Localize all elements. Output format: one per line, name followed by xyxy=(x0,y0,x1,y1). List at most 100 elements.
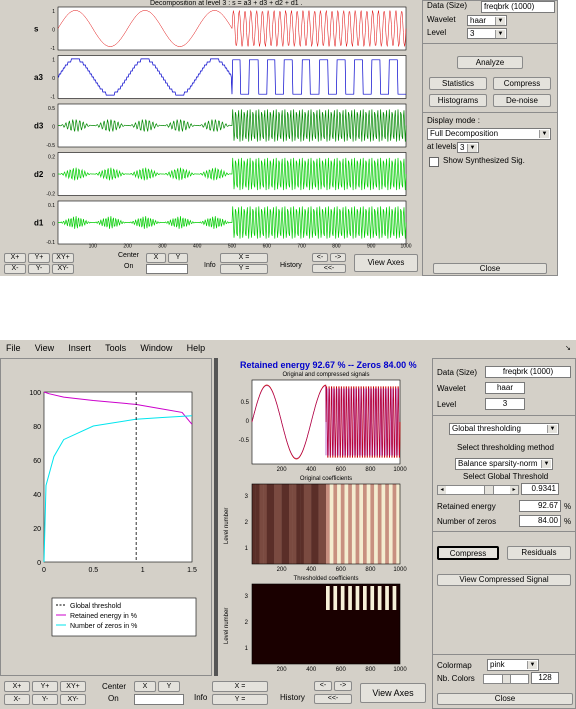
xy-minus-button[interactable]: XY- xyxy=(60,694,86,705)
x-tick-label: 600 xyxy=(336,467,347,473)
x-tick-label: 800 xyxy=(332,244,341,250)
coef-cell xyxy=(333,484,338,564)
x-tick-label: 200 xyxy=(277,567,288,573)
x-tick-label: 100 xyxy=(89,244,98,250)
info-y-field: Y = xyxy=(212,694,268,705)
history-rewind-button[interactable]: <<- xyxy=(312,264,346,273)
row-label: d2 xyxy=(34,170,44,179)
menu-file[interactable]: File xyxy=(6,343,21,353)
history-forward-button[interactable]: -> xyxy=(334,681,352,691)
y-tick-label: 40 xyxy=(33,492,41,499)
close-button[interactable]: Close xyxy=(437,693,573,705)
coef-cell xyxy=(388,484,393,564)
center-on-field[interactable] xyxy=(134,694,184,705)
center-y-button[interactable]: Y xyxy=(158,681,180,692)
wavelet-label: Wavelet xyxy=(427,15,456,24)
splitter[interactable] xyxy=(214,358,218,676)
level-tick-label: 1 xyxy=(245,646,249,652)
histograms-button[interactable]: Histograms xyxy=(429,94,487,107)
top-toolbar: X+ Y+ XY+ X- Y- XY- Center On X Y Info X… xyxy=(0,250,422,276)
statistics-button[interactable]: Statistics xyxy=(429,77,487,90)
chevron-down-icon: ▼ xyxy=(539,130,549,138)
compress-button[interactable]: Compress xyxy=(493,77,551,90)
x-minus-button[interactable]: X- xyxy=(4,694,30,705)
history-back-button[interactable]: <- xyxy=(314,681,332,691)
menu-corner-arrow-icon: ↘ xyxy=(565,345,571,352)
denoise-button[interactable]: De-noise xyxy=(493,94,551,107)
y-tick-label: 0.2 xyxy=(48,155,55,161)
colormap-dropdown[interactable]: pink ▼ xyxy=(487,659,539,671)
coef-cell xyxy=(311,484,316,564)
history-rewind-button[interactable]: <<- xyxy=(314,694,352,704)
x-plus-button[interactable]: X+ xyxy=(4,681,30,692)
threshold-input[interactable]: 0.9341 xyxy=(521,483,559,495)
display-mode-dropdown[interactable]: Full Decomposition ▼ xyxy=(427,128,551,140)
chevron-down-icon: ▼ xyxy=(541,460,551,468)
at-levels-label: at levels xyxy=(427,142,457,151)
retained-energy-label: Retained energy xyxy=(437,502,496,511)
row-label: d3 xyxy=(34,122,44,131)
x-tick-label: 1000 xyxy=(393,567,407,573)
level-dropdown[interactable]: 3 ▼ xyxy=(467,28,507,39)
center-x-button[interactable]: X xyxy=(146,253,166,263)
bottom-right-panel: Data (Size) freqbrk (1000) Wavelet haar … xyxy=(432,358,576,709)
menu-insert[interactable]: Insert xyxy=(68,343,91,353)
show-synth-checkbox[interactable] xyxy=(429,157,439,167)
wavelet-label: Wavelet xyxy=(437,384,466,393)
view-compressed-signal-button[interactable]: View Compressed Signal xyxy=(437,574,571,586)
y-tick-label: -1 xyxy=(51,46,56,52)
center-y-button[interactable]: Y xyxy=(168,253,188,263)
threshold-type-dropdown[interactable]: Global thresholding ▼ xyxy=(449,423,559,435)
y-minus-button[interactable]: Y- xyxy=(32,694,58,705)
series-line xyxy=(43,415,193,563)
x-minus-button[interactable]: X- xyxy=(4,264,26,274)
slider-left-arrow-icon[interactable]: ◂ xyxy=(438,486,446,494)
y-minus-button[interactable]: Y- xyxy=(28,264,50,274)
view-axes-button[interactable]: View Axes xyxy=(354,254,418,272)
compress-button[interactable]: Compress xyxy=(437,546,499,560)
menu-help[interactable]: Help xyxy=(186,343,206,353)
x-plus-button[interactable]: X+ xyxy=(4,253,26,263)
nb-colors-field[interactable]: 128 xyxy=(531,672,559,684)
xy-plus-button[interactable]: XY+ xyxy=(52,253,74,263)
menu-tools[interactable]: Tools xyxy=(105,343,127,353)
coef-cell xyxy=(370,484,375,564)
history-back-button[interactable]: <- xyxy=(312,253,328,262)
x-tick-label: 600 xyxy=(336,567,347,573)
at-levels-dropdown[interactable]: 3 ▼ xyxy=(457,142,479,153)
coef-cell xyxy=(337,484,341,564)
nb-colors-slider[interactable] xyxy=(483,674,529,684)
wavelet-dropdown[interactable]: haar ▼ xyxy=(467,15,507,26)
y-tick-label: 0 xyxy=(37,560,41,567)
y-tick-label: 20 xyxy=(33,526,41,533)
compressed-signal-line xyxy=(251,385,400,459)
y-plus-button[interactable]: Y+ xyxy=(32,681,58,692)
slider-thumb[interactable] xyxy=(502,675,511,683)
residuals-button[interactable]: Residuals xyxy=(507,546,571,560)
coef-cell xyxy=(351,484,356,564)
close-button[interactable]: Close xyxy=(433,263,547,274)
threshold-slider[interactable]: ◂ ▸ xyxy=(437,485,519,495)
slider-thumb[interactable] xyxy=(484,486,494,494)
slider-right-arrow-icon[interactable]: ▸ xyxy=(510,486,518,494)
center-x-button[interactable]: X xyxy=(134,681,156,692)
xy-plus-button[interactable]: XY+ xyxy=(60,681,86,692)
threshold-method-dropdown[interactable]: Balance sparsity-norm ▼ xyxy=(455,458,553,470)
x-tick-label: 600 xyxy=(336,667,347,673)
level-axis-label: Level number xyxy=(224,608,230,644)
row-label: a3 xyxy=(34,73,43,82)
coef-cell xyxy=(396,484,401,564)
xy-minus-button[interactable]: XY- xyxy=(52,264,74,274)
center-on-field[interactable] xyxy=(146,264,188,274)
coef-cell xyxy=(363,484,367,564)
y-plus-button[interactable]: Y+ xyxy=(28,253,50,263)
menu-view[interactable]: View xyxy=(34,343,55,353)
coef-cell xyxy=(344,484,349,564)
view-axes-button[interactable]: View Axes xyxy=(360,683,426,703)
history-label: History xyxy=(280,693,305,702)
menu-window[interactable]: Window xyxy=(140,343,173,353)
analyze-button[interactable]: Analyze xyxy=(457,56,523,69)
y-tick-label: 0 xyxy=(52,222,55,228)
top-scrollbar[interactable] xyxy=(558,0,576,276)
history-forward-button[interactable]: -> xyxy=(330,253,346,262)
